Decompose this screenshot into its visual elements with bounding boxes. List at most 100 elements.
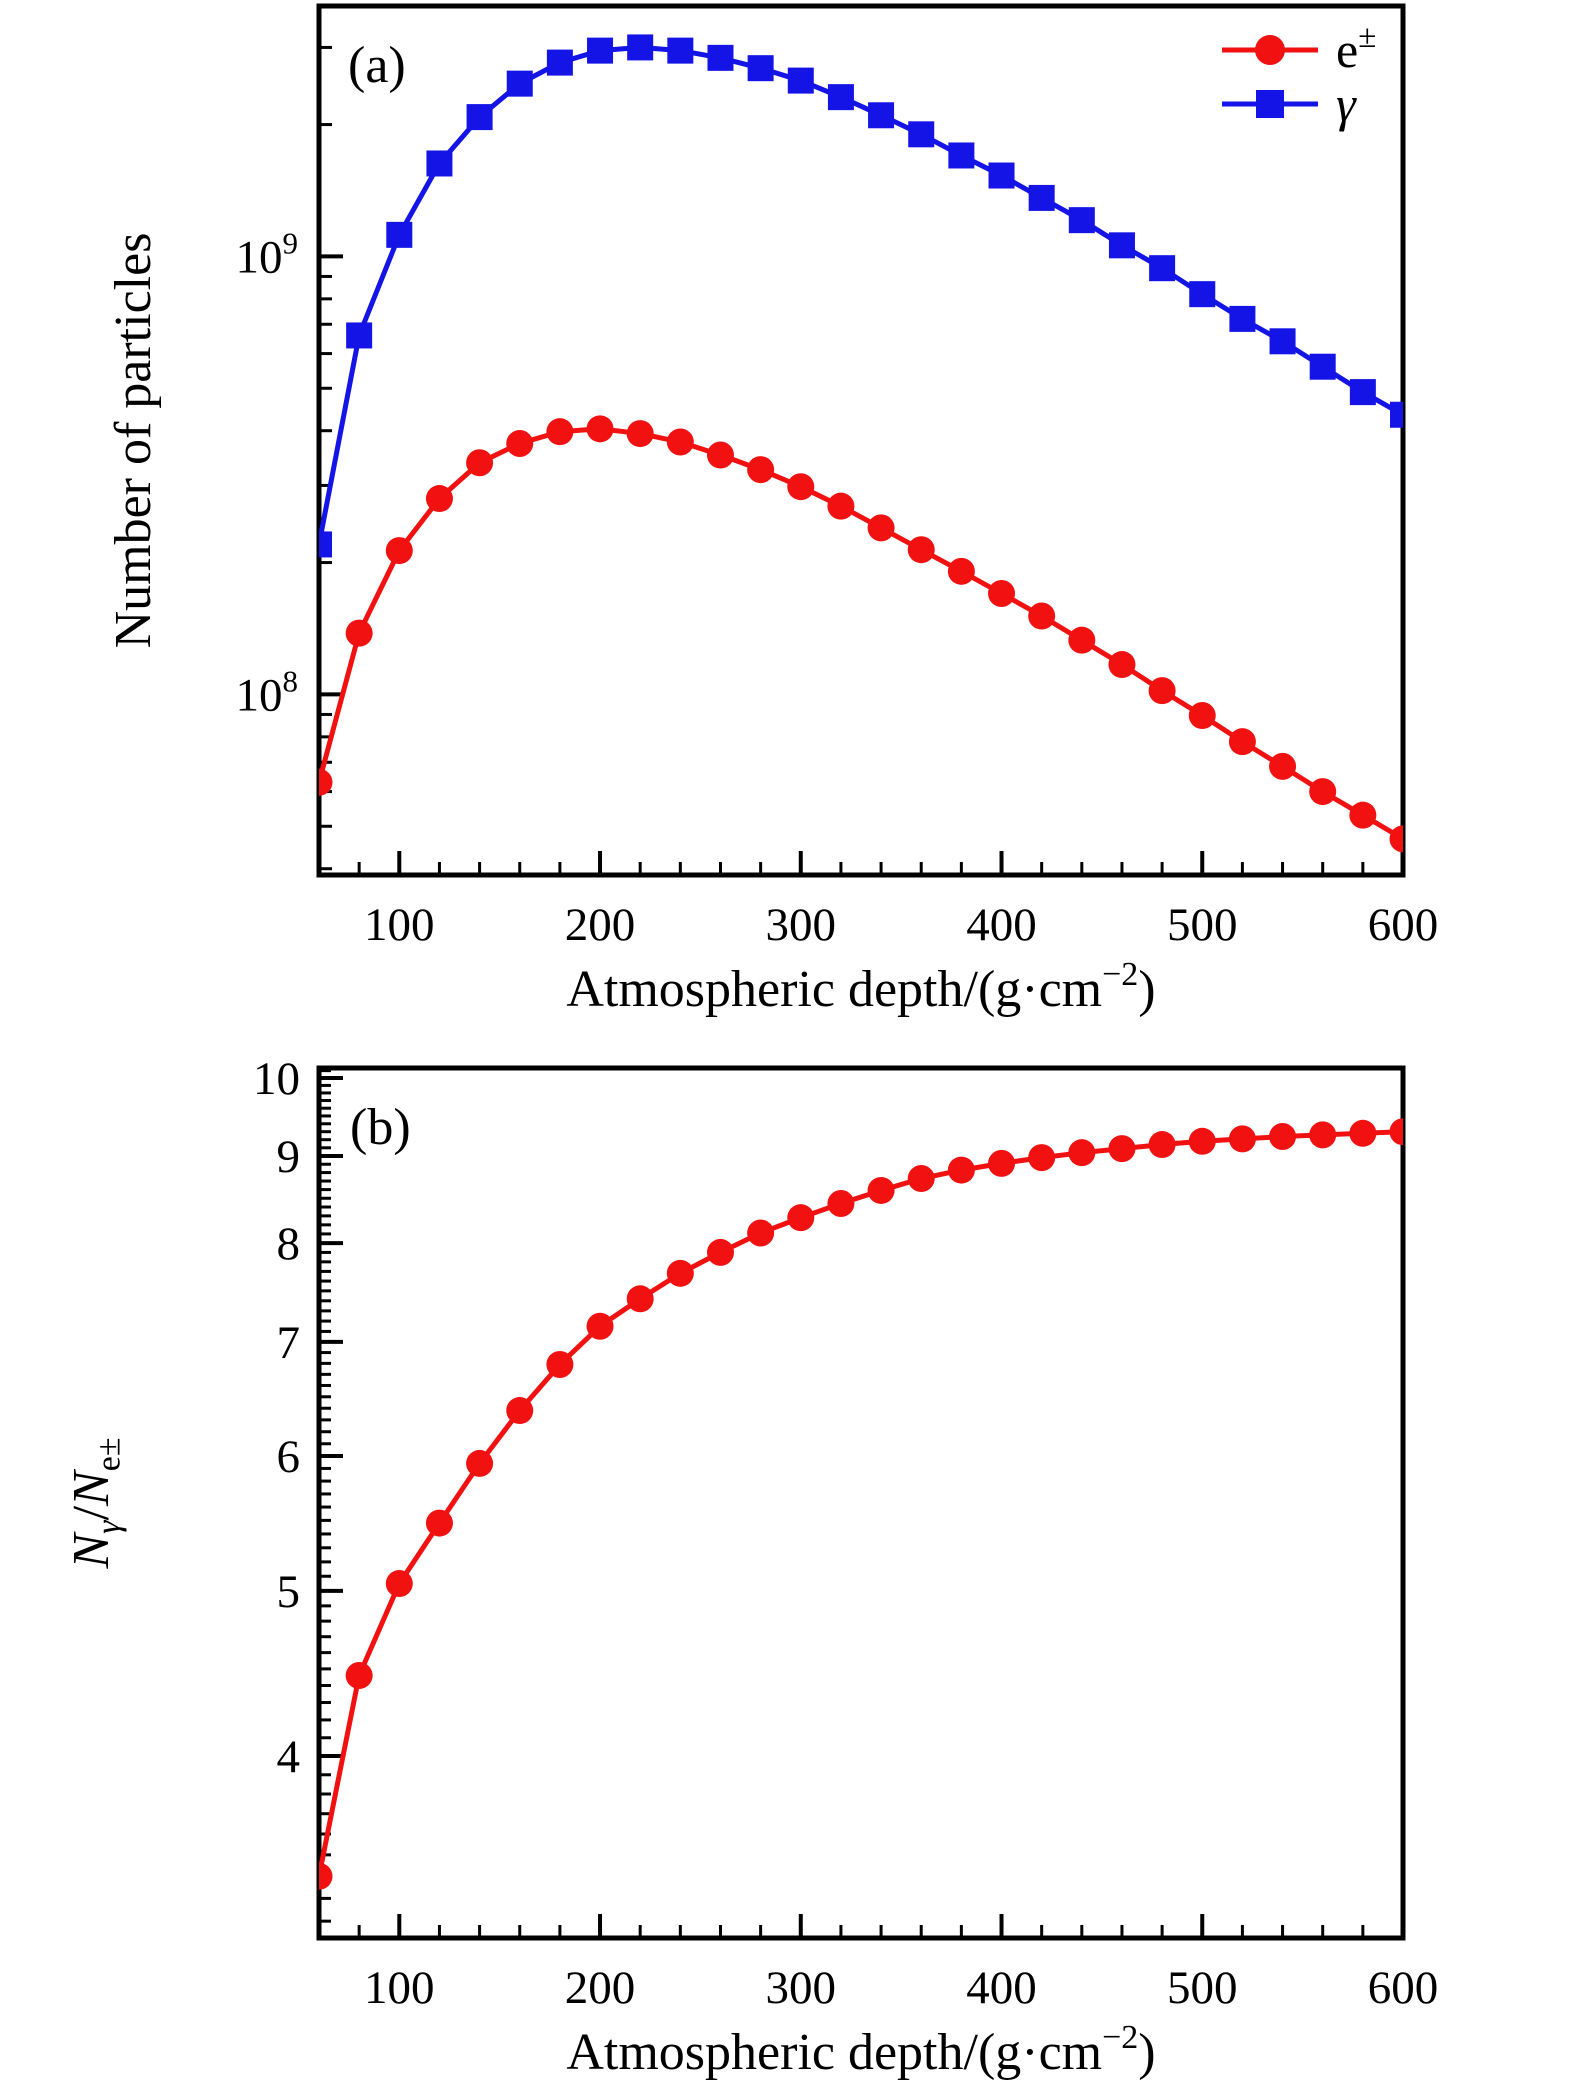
data-point-gamma bbox=[1229, 305, 1256, 332]
data-point-gamma bbox=[1390, 401, 1403, 428]
data-point-electron-positron bbox=[345, 619, 373, 647]
data-point-electron-positron bbox=[1148, 677, 1176, 705]
data-point-electron-positron bbox=[1309, 778, 1337, 806]
data-point-gamma-electron-ratio bbox=[506, 1397, 534, 1425]
data-point-gamma bbox=[426, 150, 453, 177]
data-point-gamma-electron-ratio bbox=[787, 1204, 815, 1232]
data-point-electron-positron bbox=[988, 579, 1016, 607]
data-point-electron-positron bbox=[947, 557, 975, 585]
data-point-electron-positron bbox=[626, 420, 654, 448]
data-point-gamma-electron-ratio bbox=[626, 1285, 654, 1313]
data-point-electron-positron bbox=[1349, 801, 1377, 829]
data-point-gamma bbox=[988, 162, 1015, 189]
series-line-gamma bbox=[319, 44, 1403, 545]
data-point-gamma-electron-ratio bbox=[1028, 1144, 1056, 1172]
panel-b: 100 200 300 400 500 600 4 5 6 7 8 9 10 Atmospheric de… bbox=[63, 1053, 1438, 2081]
data-point-gamma-electron-ratio bbox=[319, 1862, 333, 1890]
data-point-gamma bbox=[346, 322, 373, 349]
data-point-gamma bbox=[319, 531, 332, 558]
y-tick-label: 6 bbox=[277, 1431, 301, 1483]
data-point-gamma-electron-ratio bbox=[385, 1570, 413, 1598]
data-point-gamma-electron-ratio bbox=[425, 1509, 453, 1537]
data-point-gamma bbox=[587, 37, 614, 64]
data-point-electron-positron bbox=[1188, 702, 1216, 730]
data-point-electron-positron bbox=[1389, 825, 1403, 853]
series-line-gamma-electron-ratio bbox=[319, 1129, 1403, 1877]
plot-frame bbox=[316, 3, 1406, 878]
data-point-electron-positron bbox=[586, 415, 614, 443]
x-tick-label: 600 bbox=[1368, 899, 1439, 951]
data-point-gamma bbox=[627, 34, 654, 61]
legend-label-gamma: γ bbox=[1336, 76, 1357, 132]
x-tick-label: 500 bbox=[1167, 1962, 1238, 2014]
data-point-electron-positron bbox=[787, 473, 815, 501]
y-tick-label: 108 bbox=[236, 664, 299, 722]
series-line-electron-positron bbox=[319, 426, 1403, 841]
data-point-electron-positron bbox=[867, 514, 895, 542]
data-point-gamma-electron-ratio bbox=[586, 1312, 614, 1340]
data-point-gamma bbox=[1269, 328, 1296, 355]
y-tick-label: 7 bbox=[277, 1317, 301, 1369]
x-tick-label: 200 bbox=[565, 899, 636, 951]
data-point-gamma-electron-ratio bbox=[1389, 1118, 1403, 1146]
x-tick-label: 400 bbox=[966, 1962, 1037, 2014]
data-point-gamma bbox=[1028, 184, 1055, 211]
data-point-gamma bbox=[1149, 255, 1176, 282]
data-point-electron-positron bbox=[1068, 626, 1096, 654]
data-point-gamma bbox=[386, 221, 413, 248]
x-tick-label: 100 bbox=[364, 1962, 435, 2014]
data-point-gamma-electron-ratio bbox=[466, 1449, 494, 1477]
data-point-electron-positron bbox=[1228, 728, 1256, 756]
x-tick-label: 300 bbox=[766, 1962, 837, 2014]
data-point-gamma-electron-ratio bbox=[1068, 1139, 1096, 1167]
data-point-electron-positron bbox=[466, 449, 494, 477]
x-tick-label: 300 bbox=[766, 899, 837, 951]
data-point-electron-positron bbox=[546, 418, 574, 446]
data-point-gamma-electron-ratio bbox=[1188, 1127, 1216, 1155]
y-axis-title: Number of particles bbox=[105, 233, 162, 649]
data-point-electron-positron bbox=[1108, 651, 1136, 679]
x-tick-label: 200 bbox=[565, 1962, 636, 2014]
data-point-gamma bbox=[546, 49, 573, 76]
data-point-gamma-electron-ratio bbox=[907, 1165, 935, 1193]
x-tick-label: 100 bbox=[364, 899, 435, 951]
data-point-electron-positron bbox=[666, 428, 694, 456]
panel-b-content: 100 200 300 400 500 600 4 5 6 7 8 9 10 Atmospheric de… bbox=[63, 1053, 1438, 2081]
x-axis-title: Atmospheric depth/(g·cm−2) bbox=[566, 956, 1155, 1018]
data-point-gamma-electron-ratio bbox=[947, 1156, 975, 1184]
data-point-electron-positron bbox=[907, 536, 935, 564]
data-point-gamma bbox=[1068, 207, 1095, 234]
data-point-gamma bbox=[1349, 379, 1376, 406]
data-point-gamma-electron-ratio bbox=[1148, 1131, 1176, 1159]
data-point-electron-positron bbox=[1269, 752, 1297, 780]
data-point-electron-positron bbox=[827, 492, 855, 520]
data-point-electron-positron bbox=[319, 768, 333, 796]
data-point-gamma-electron-ratio bbox=[827, 1189, 855, 1217]
data-point-gamma bbox=[506, 70, 533, 97]
x-tick-label: 500 bbox=[1167, 899, 1238, 951]
series-group bbox=[319, 1118, 1403, 1890]
legend-marker-gamma bbox=[1256, 90, 1284, 118]
panel-tag: (a) bbox=[348, 37, 406, 94]
data-point-gamma-electron-ratio bbox=[1349, 1119, 1377, 1147]
data-point-gamma bbox=[787, 67, 814, 94]
data-point-gamma-electron-ratio bbox=[666, 1259, 694, 1287]
x-tick-label: 400 bbox=[966, 899, 1037, 951]
data-point-gamma bbox=[827, 84, 854, 111]
data-point-gamma-electron-ratio bbox=[546, 1350, 574, 1378]
data-point-gamma bbox=[868, 102, 895, 129]
x-tick-label: 600 bbox=[1368, 1962, 1439, 2014]
x-axis-title: Atmospheric depth/(g·cm−2) bbox=[566, 2019, 1155, 2081]
data-point-gamma-electron-ratio bbox=[988, 1149, 1016, 1177]
data-point-gamma bbox=[1189, 281, 1216, 308]
panel-tag: (b) bbox=[350, 1099, 411, 1156]
data-point-gamma bbox=[948, 142, 975, 169]
y-tick-label: 109 bbox=[236, 226, 299, 284]
data-point-gamma bbox=[908, 121, 935, 148]
legend-label-electron-positron: e± bbox=[1336, 19, 1376, 78]
panel-a-content: 100 200 300 400 500 600 108 109 Atmospheric dept… bbox=[105, 3, 1439, 1018]
legend-marker-electron-positron bbox=[1255, 35, 1285, 65]
y-tick-label: 8 bbox=[277, 1218, 301, 1270]
